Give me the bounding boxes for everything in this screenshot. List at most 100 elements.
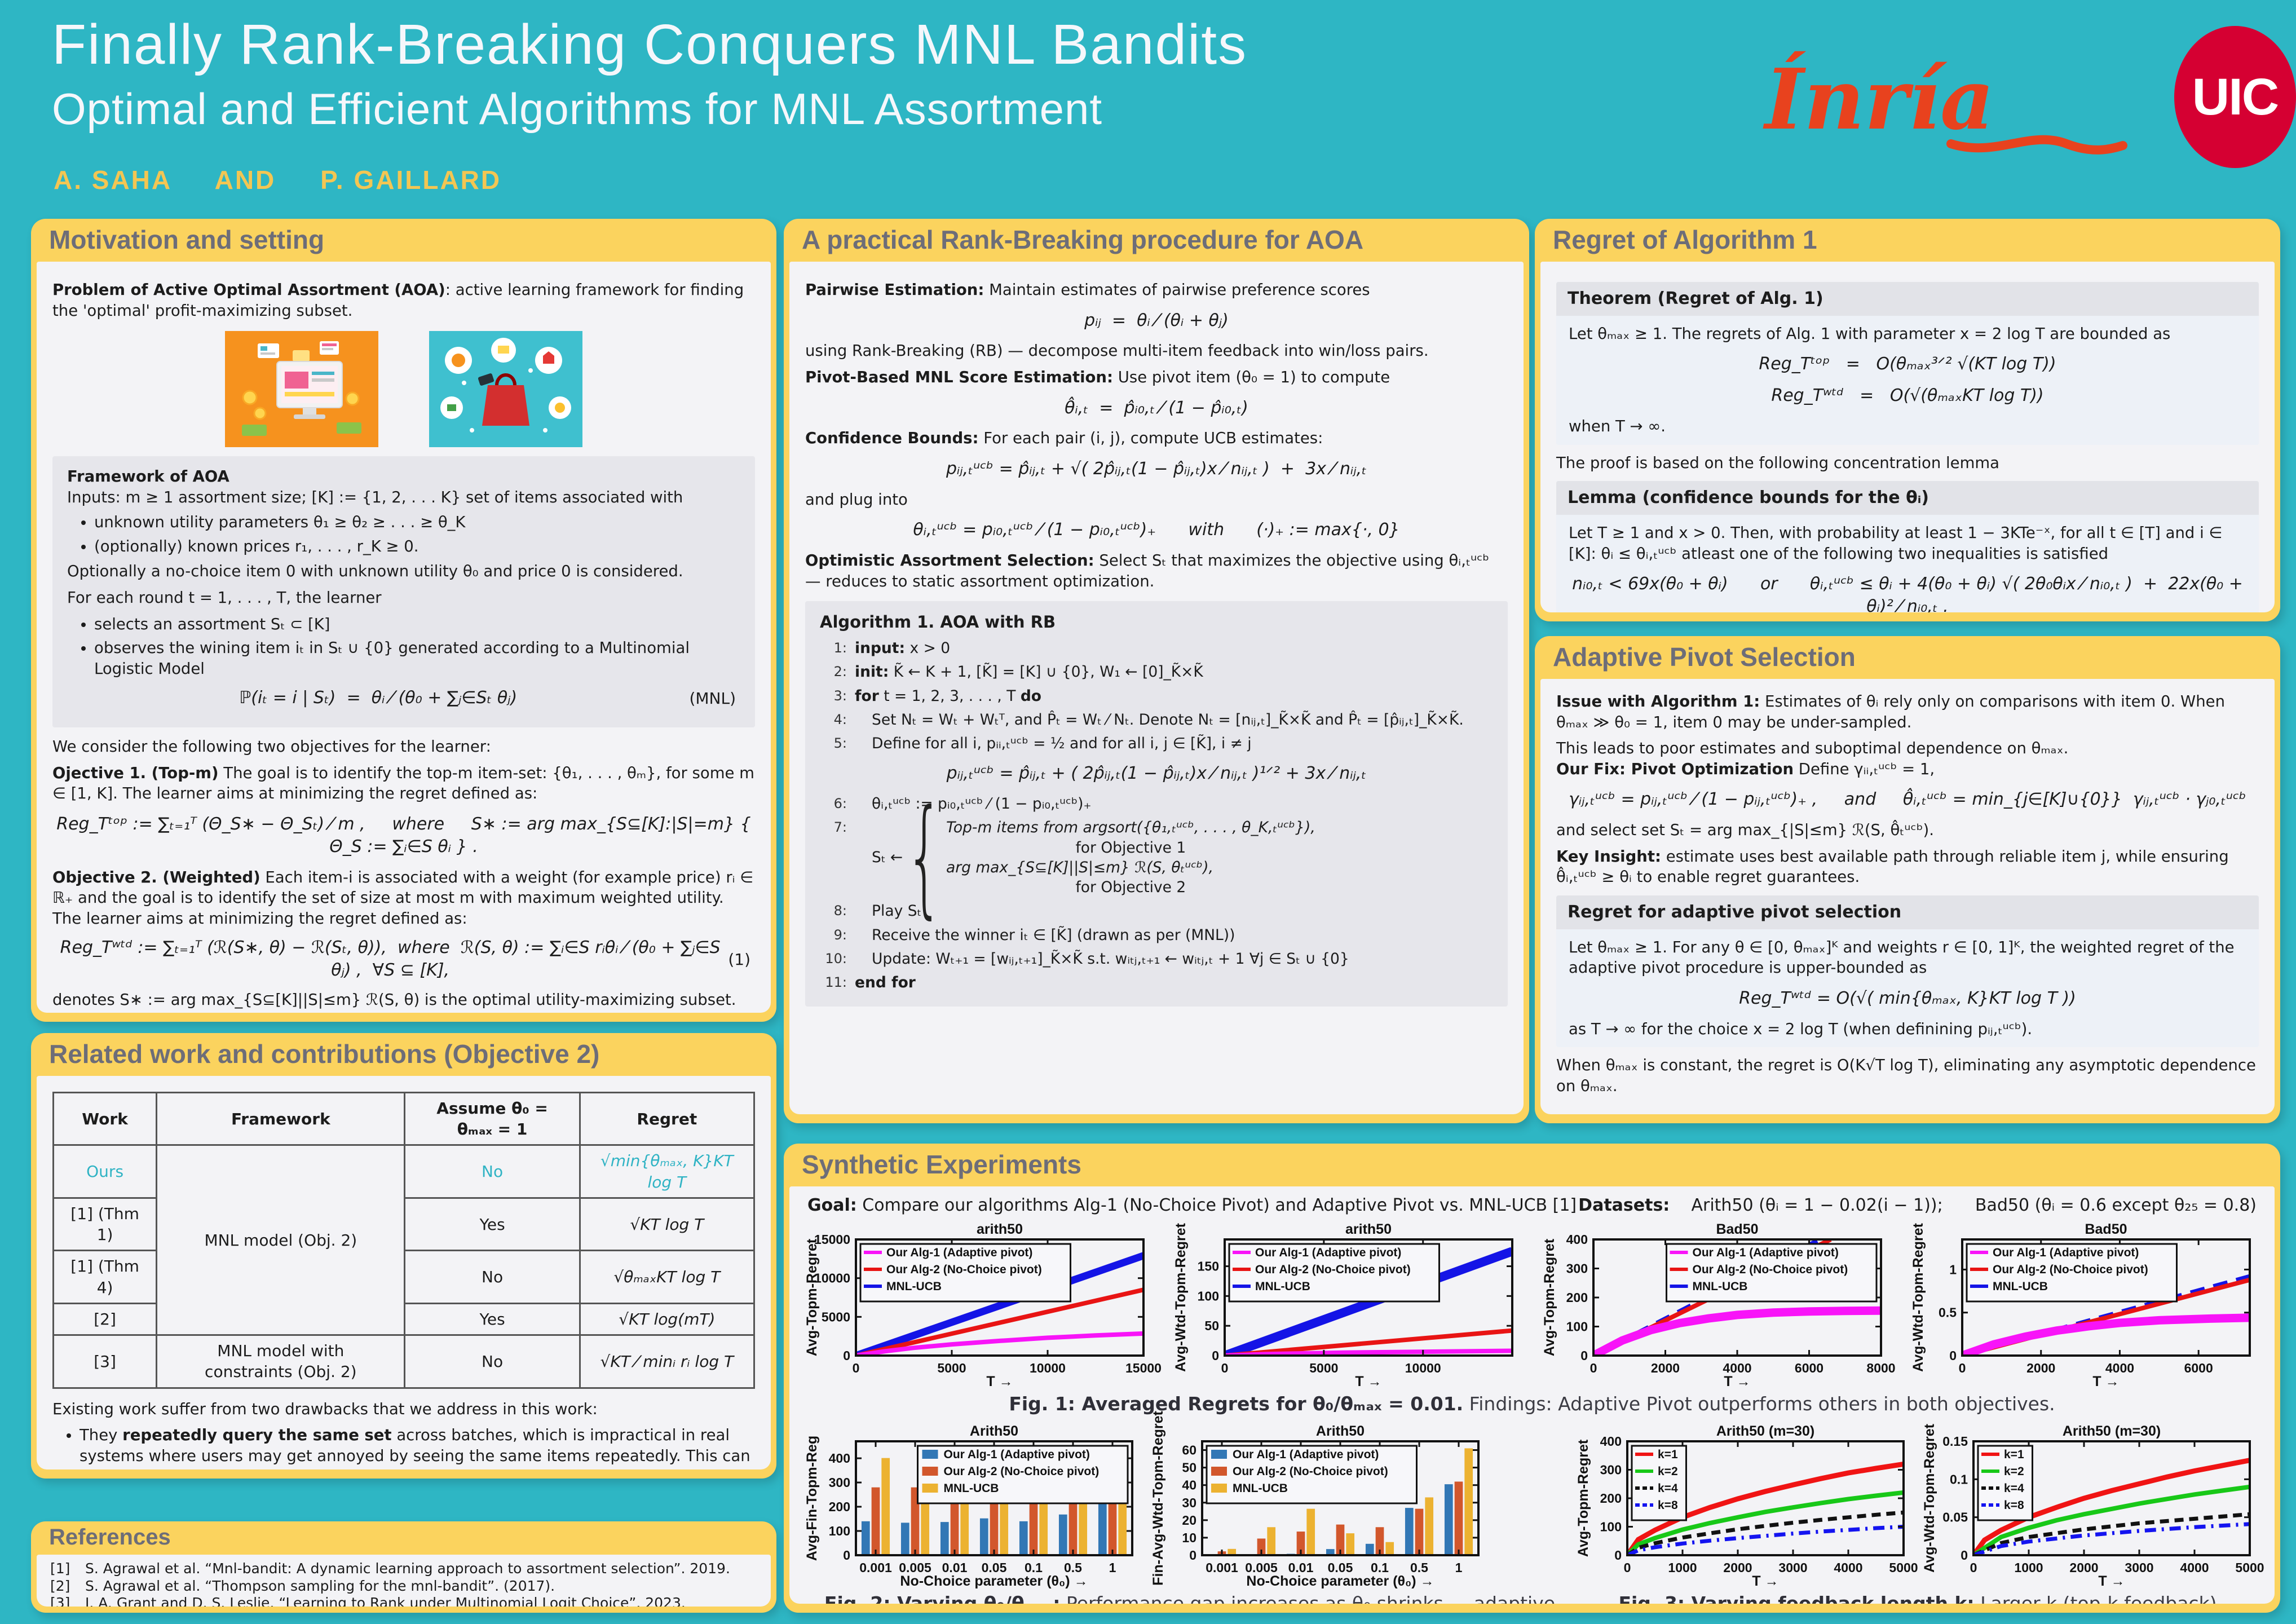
svg-text:Our Alg-2 (No-Choice pivot): Our Alg-2 (No-Choice pivot) bbox=[944, 1465, 1100, 1478]
algorithm-line: 2: init: K̃ ← K + 1, [K̃] = [K] ∪ {0}, W₁… bbox=[833, 663, 1203, 681]
lemma-box: Lemma (confidence bounds for the θᵢ) Let… bbox=[1556, 481, 2259, 612]
lemma-equation: nᵢ₀,ₜ < 69x(θ₀ + θᵢ) or θᵢ,ₜᵘᶜᵇ ≤ θᵢ + 4… bbox=[1572, 574, 2249, 612]
plug-equation: θᵢ,ₜᵘᶜᵇ = pᵢ₀,ₜᵘᶜᵇ ⁄ (1 − pᵢ₀,ₜᵘᶜᵇ)₊ wit… bbox=[913, 520, 1400, 540]
drawbacks-intro: Existing work suffer from two drawbacks … bbox=[52, 1400, 598, 1418]
svg-text:Arith50 (m=30): Arith50 (m=30) bbox=[1716, 1423, 1814, 1439]
theorem-intro: Let θₘₐₓ ≥ 1. The regrets of Alg. 1 with… bbox=[1569, 324, 2171, 343]
svg-text:4000: 4000 bbox=[2180, 1560, 2209, 1575]
ecommerce-ads-illustration bbox=[225, 331, 378, 448]
svg-text:10: 10 bbox=[1182, 1530, 1196, 1545]
key-insight-paragraph: Key Insight: estimate uses best availabl… bbox=[1556, 847, 2229, 886]
illustrations-row bbox=[52, 331, 755, 448]
framework-optional-line: Optionally a no-choice item 0 with unkno… bbox=[67, 562, 683, 581]
poster-authors: A. SAHA AND P. GAILLARD bbox=[54, 165, 502, 195]
algorithm-box: Algorithm 1. AOA with RB 1: input: x > 0 … bbox=[805, 601, 1508, 1007]
framework-round-list: selects an assortment Sₜ ⊂ [K] observes … bbox=[72, 614, 740, 679]
svg-text:No-Choice parameter (θ₀) →: No-Choice parameter (θ₀) → bbox=[900, 1573, 1088, 1589]
pairwise-equation: pᵢⱼ = θᵢ ⁄ (θᵢ + θⱼ) bbox=[1084, 310, 1229, 330]
svg-text:0.1: 0.1 bbox=[1025, 1560, 1043, 1575]
svg-text:Fin-Avg-Wtd-Topm-Regret: Fin-Avg-Wtd-Topm-Regret bbox=[1150, 1410, 1166, 1585]
svg-text:Avg-Wtd-Topm-Regret: Avg-Wtd-Topm-Regret bbox=[1922, 1423, 1937, 1573]
svg-text:8000: 8000 bbox=[1866, 1361, 1895, 1375]
svg-text:4000: 4000 bbox=[2105, 1361, 2134, 1375]
col-regret: Regret bbox=[579, 1091, 756, 1146]
table-header-row: Work Framework Assume θ₀ = θₘₐₓ = 1 Regr… bbox=[52, 1091, 756, 1146]
svg-text:0: 0 bbox=[1970, 1560, 1977, 1575]
objective2-bold: Objective 2. (Weighted) bbox=[52, 868, 260, 886]
aoa-problem-rest: : active learning framework for finding … bbox=[52, 281, 744, 320]
framework-inputs: Inputs: m ≥ 1 assortment size; [K] := {1… bbox=[67, 488, 683, 506]
svg-text:0.01: 0.01 bbox=[1288, 1560, 1314, 1575]
poster-subtitle: Optimal and Efficient Algorithms for MNL… bbox=[52, 84, 1103, 134]
algorithm-line: 5: Define for all i, pᵢᵢ,ₜᵘᶜᵇ = ½ and for… bbox=[833, 735, 1252, 752]
algorithm-line: 1: input: x > 0 bbox=[833, 639, 951, 657]
objective1-equation: Reg_Tᵗᵒᵖ := ∑ₜ₌₁ᵀ (Θ_S∗ − Θ_Sₜ) ⁄ m , wh… bbox=[56, 814, 757, 857]
panel-rank-breaking-body: Pairwise Estimation: Maintain estimates … bbox=[789, 262, 1524, 1114]
svg-text:0.05: 0.05 bbox=[982, 1560, 1007, 1575]
mnl-equation: ℙ(iₜ = i | Sₜ) = θᵢ ⁄ (θ₀ + ∑ⱼ∈Sₜ θⱼ) bbox=[239, 688, 518, 708]
svg-text:MNL-UCB: MNL-UCB bbox=[1993, 1280, 2048, 1293]
svg-text:arith50: arith50 bbox=[1345, 1221, 1392, 1237]
svg-text:200: 200 bbox=[1566, 1290, 1588, 1305]
mnl-equation-row: ℙ(iₜ = i | Sₜ) = θᵢ ⁄ (θ₀ + ∑ⱼ∈Sₜ θⱼ) (M… bbox=[67, 687, 740, 709]
table-row: [1] (Thm 1) Yes √KT log T bbox=[52, 1197, 756, 1252]
panel-adaptive-pivot: Adaptive Pivot Selection Issue with Algo… bbox=[1535, 636, 2280, 1123]
svg-text:0: 0 bbox=[1590, 1361, 1597, 1375]
theorem-title: Theorem (Regret of Alg. 1) bbox=[1556, 282, 2259, 316]
adaptive-final-line: When θₘₐₓ is constant, the regret is O(K… bbox=[1556, 1056, 2256, 1095]
algorithm-line: 9: Receive the winner iₜ ∈ [K̃] (drawn as… bbox=[833, 926, 1235, 944]
fig1-bad50-topm-chart: 0 2000 4000 6000 8000 0 100 200 300 400 Bad50 T → Av… bbox=[1542, 1221, 1896, 1389]
panel-regret-body: Theorem (Regret of Alg. 1) Let θₘₐₓ ≥ 1.… bbox=[1540, 262, 2275, 612]
theorem-box: Theorem (Regret of Alg. 1) Let θₘₐₓ ≥ 1.… bbox=[1556, 282, 2259, 445]
svg-text:3000: 3000 bbox=[2125, 1560, 2153, 1575]
svg-text:0: 0 bbox=[1212, 1348, 1219, 1363]
svg-text:6000: 6000 bbox=[2184, 1361, 2213, 1375]
table-row: [1] (Thm 4) No √θₘₐₓKT log T bbox=[52, 1250, 756, 1304]
svg-text:1000: 1000 bbox=[2014, 1560, 2043, 1575]
reference-item: [2] S. Agrawal et al. “Thompson sampling … bbox=[50, 1577, 555, 1594]
svg-text:MNL-UCB: MNL-UCB bbox=[944, 1482, 999, 1495]
aoa-problem-paragraph: Problem of Active Optimal Assortment (AO… bbox=[52, 280, 755, 321]
svg-text:MNL-UCB: MNL-UCB bbox=[1233, 1482, 1288, 1495]
panel-references-body: [1] S. Agrawal et al. “Mnl-bandit: A dyna… bbox=[37, 1555, 771, 1607]
ucb-equation: pᵢⱼ,ₜᵘᶜᵇ = p̂ᵢⱼ,ₜ + √( 2p̂ᵢⱼ,ₜ(1 − p̂ᵢⱼ,… bbox=[946, 459, 1367, 479]
regret-wtd-equation: Reg_Tʷᵗᵈ = O(√(θₘₐₓKT log T)) bbox=[1771, 386, 2044, 406]
svg-text:100: 100 bbox=[829, 1524, 850, 1538]
svg-text:k=8: k=8 bbox=[2004, 1499, 2024, 1512]
lemma-body: Let T ≥ 1 and x > 0. Then, with probabil… bbox=[1569, 524, 2223, 563]
framework-input-list: unknown utility parameters θ₁ ≥ θ₂ ≥ . .… bbox=[72, 512, 740, 557]
reference-item: [1] S. Agrawal et al. “Mnl-bandit: A dyna… bbox=[50, 1560, 730, 1577]
svg-text:0: 0 bbox=[1221, 1361, 1229, 1375]
svg-text:Our Alg-2 (No-Choice pivot): Our Alg-2 (No-Choice pivot) bbox=[1255, 1263, 1411, 1276]
panel-related-body: Work Framework Assume θ₀ = θₘₐₓ = 1 Regr… bbox=[37, 1076, 771, 1469]
svg-text:0: 0 bbox=[1614, 1548, 1622, 1563]
algorithm-title: Algorithm 1. AOA with RB bbox=[820, 612, 1056, 632]
svg-text:5000: 5000 bbox=[822, 1309, 850, 1324]
svg-text:0: 0 bbox=[843, 1548, 850, 1563]
svg-text:60: 60 bbox=[1182, 1442, 1196, 1457]
adaptive-regret-body: Let θₘₐₓ ≥ 1. For any θ ∈ [0, θₘₐₓ]ᴷ and… bbox=[1569, 938, 2235, 977]
panel-motivation: Motivation and setting Problem of Active… bbox=[31, 219, 776, 1022]
algorithm-line: 8: Play Sₜ bbox=[833, 902, 922, 920]
svg-text:300: 300 bbox=[1600, 1462, 1622, 1477]
svg-text:100: 100 bbox=[1566, 1319, 1588, 1334]
svg-text:Our Alg-1 (Adaptive pivot): Our Alg-1 (Adaptive pivot) bbox=[944, 1448, 1090, 1461]
fix-paragraph: Our Fix: Pivot Optimization Define γᵢᵢ,ₜ… bbox=[1556, 760, 1935, 778]
uic-logo: UIC bbox=[2174, 26, 2296, 168]
svg-text:1000: 1000 bbox=[1668, 1560, 1697, 1575]
svg-text:0.05: 0.05 bbox=[1328, 1560, 1353, 1575]
svg-text:Our Alg-2 (No-Choice pivot): Our Alg-2 (No-Choice pivot) bbox=[886, 1263, 1042, 1276]
svg-text:No-Choice parameter (θ₀) →: No-Choice parameter (θ₀) → bbox=[1246, 1573, 1434, 1589]
svg-text:Avg-Fin-Topm-Reg: Avg-Fin-Topm-Reg bbox=[804, 1436, 820, 1561]
cases-brace: { bbox=[905, 783, 944, 932]
fig2-arith50-fin-chart: 0.001 0.005 0.01 0.05 0.1 0.5 1 0 100 200 300 400 Ar… bbox=[804, 1423, 1133, 1589]
svg-text:2000: 2000 bbox=[1723, 1560, 1752, 1575]
svg-text:0: 0 bbox=[843, 1348, 850, 1363]
svg-text:Our Alg-1 (Adaptive pivot): Our Alg-1 (Adaptive pivot) bbox=[1255, 1246, 1401, 1259]
svg-text:T →: T → bbox=[986, 1374, 1013, 1389]
pivot-paragraph: Pivot-Based MNL Score Estimation: Use pi… bbox=[805, 368, 1390, 387]
poster-title: Finally Rank-Breaking Conquers MNL Bandi… bbox=[52, 13, 1248, 76]
svg-text:0.15: 0.15 bbox=[1942, 1434, 1968, 1449]
framework-bullet-prices: (optionally) known prices r₁, . . . , r_… bbox=[94, 536, 740, 557]
